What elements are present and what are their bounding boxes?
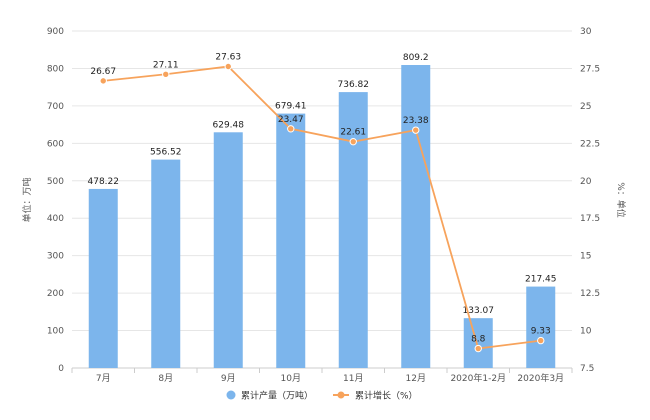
right-axis-ticks: 7.5 10 12.5 15 17.5 20 22.5 25 27.5 30 — [580, 27, 600, 374]
right-tick-label: 7.5 — [580, 364, 594, 374]
line-value-label: 23.47 — [278, 115, 304, 125]
right-axis-title: %：单位 — [615, 182, 627, 218]
bar — [151, 159, 181, 368]
left-tick-label: 600 — [47, 139, 64, 149]
left-tick-label: 100 — [47, 327, 64, 337]
x-tick-label: 8月 — [158, 373, 173, 384]
right-tick-label: 17.5 — [580, 214, 600, 224]
right-tick-label: 15 — [580, 252, 591, 262]
bar-value-label: 217.45 — [525, 275, 557, 285]
left-tick-label: 200 — [47, 289, 64, 299]
bar — [401, 64, 431, 368]
legend-line-marker — [337, 391, 345, 399]
line-point — [224, 62, 232, 71]
left-tick-label: 800 — [47, 64, 64, 74]
right-tick-label: 25 — [580, 102, 591, 112]
bar — [276, 113, 306, 369]
x-tick-label: 12月 — [406, 373, 426, 384]
x-tick-label: 9月 — [221, 373, 236, 384]
x-tick-label: 2020年1-2月 — [450, 372, 506, 384]
x-tick-label: 10月 — [281, 373, 301, 384]
right-tick-label: 12.5 — [580, 289, 600, 299]
line-series — [99, 62, 545, 353]
bar — [88, 188, 118, 368]
line-point — [349, 137, 357, 146]
legend: 累计产量（万吨） 累计增长（%） — [226, 390, 418, 402]
bar-value-label: 556.52 — [150, 148, 182, 158]
left-axis-title: 单位：万吨 — [21, 177, 33, 222]
bar-series — [88, 64, 556, 369]
left-tick-label: 400 — [47, 214, 64, 224]
left-tick-label: 300 — [47, 252, 64, 262]
gridlines — [72, 30, 572, 369]
bar — [213, 132, 243, 368]
line-value-label: 8.8 — [471, 335, 486, 345]
bar-data-labels: 478.22 556.52 629.48 679.41 736.82 809.2 133.0… — [88, 53, 557, 316]
line-value-label: 9.33 — [531, 327, 551, 337]
x-axis-ticks: 7月 8月 9月 10月 11月 12月 2020年1-2月 2020年3月 — [71, 368, 573, 384]
left-axis-ticks: 0 100 200 300 400 500 600 700 800 900 — [47, 27, 64, 374]
right-tick-label: 20 — [580, 177, 592, 187]
bar-value-label: 629.48 — [213, 120, 245, 130]
right-tick-label: 10 — [580, 327, 592, 337]
right-tick-label: 30 — [580, 27, 592, 37]
line-data-labels: 26.67 27.11 27.63 23.47 22.61 23.38 8.8 9.33 — [90, 52, 550, 344]
line-point — [412, 126, 420, 134]
line-point — [287, 125, 295, 133]
bar-value-label: 809.2 — [403, 53, 429, 63]
legend-item-bar[interactable]: 累计产量（万吨） — [226, 390, 314, 402]
line-point — [162, 70, 170, 78]
left-tick-label: 0 — [58, 364, 64, 374]
bar — [463, 318, 493, 368]
bar-value-label: 133.07 — [463, 306, 495, 316]
line-value-label: 27.11 — [153, 60, 179, 70]
left-tick-label: 700 — [47, 102, 64, 112]
line-value-label: 22.61 — [340, 128, 366, 138]
bar-value-label: 679.41 — [275, 102, 307, 112]
legend-bar-label: 累计产量（万吨） — [241, 390, 313, 402]
x-tick-label: 2020年3月 — [517, 372, 564, 384]
right-tick-label: 27.5 — [580, 64, 600, 74]
bar-value-label: 736.82 — [338, 80, 370, 90]
bar — [526, 286, 556, 368]
x-tick-label: 7月 — [96, 373, 111, 384]
line-point — [474, 344, 482, 353]
growth-line — [103, 65, 541, 350]
line-value-label: 26.67 — [90, 67, 116, 77]
left-tick-label: 900 — [47, 27, 64, 37]
right-tick-label: 22.5 — [580, 139, 600, 149]
line-value-label: 23.38 — [403, 116, 429, 126]
line-point — [99, 77, 107, 85]
line-point — [537, 336, 545, 345]
legend-item-line[interactable]: 累计增长（%） — [333, 390, 418, 402]
legend-bar-marker — [226, 390, 236, 400]
left-tick-label: 500 — [47, 177, 64, 187]
legend-line-label: 累计增长（%） — [355, 390, 418, 402]
bar-value-label: 478.22 — [88, 177, 120, 187]
x-tick-label: 11月 — [343, 373, 363, 384]
line-value-label: 27.63 — [215, 52, 241, 62]
